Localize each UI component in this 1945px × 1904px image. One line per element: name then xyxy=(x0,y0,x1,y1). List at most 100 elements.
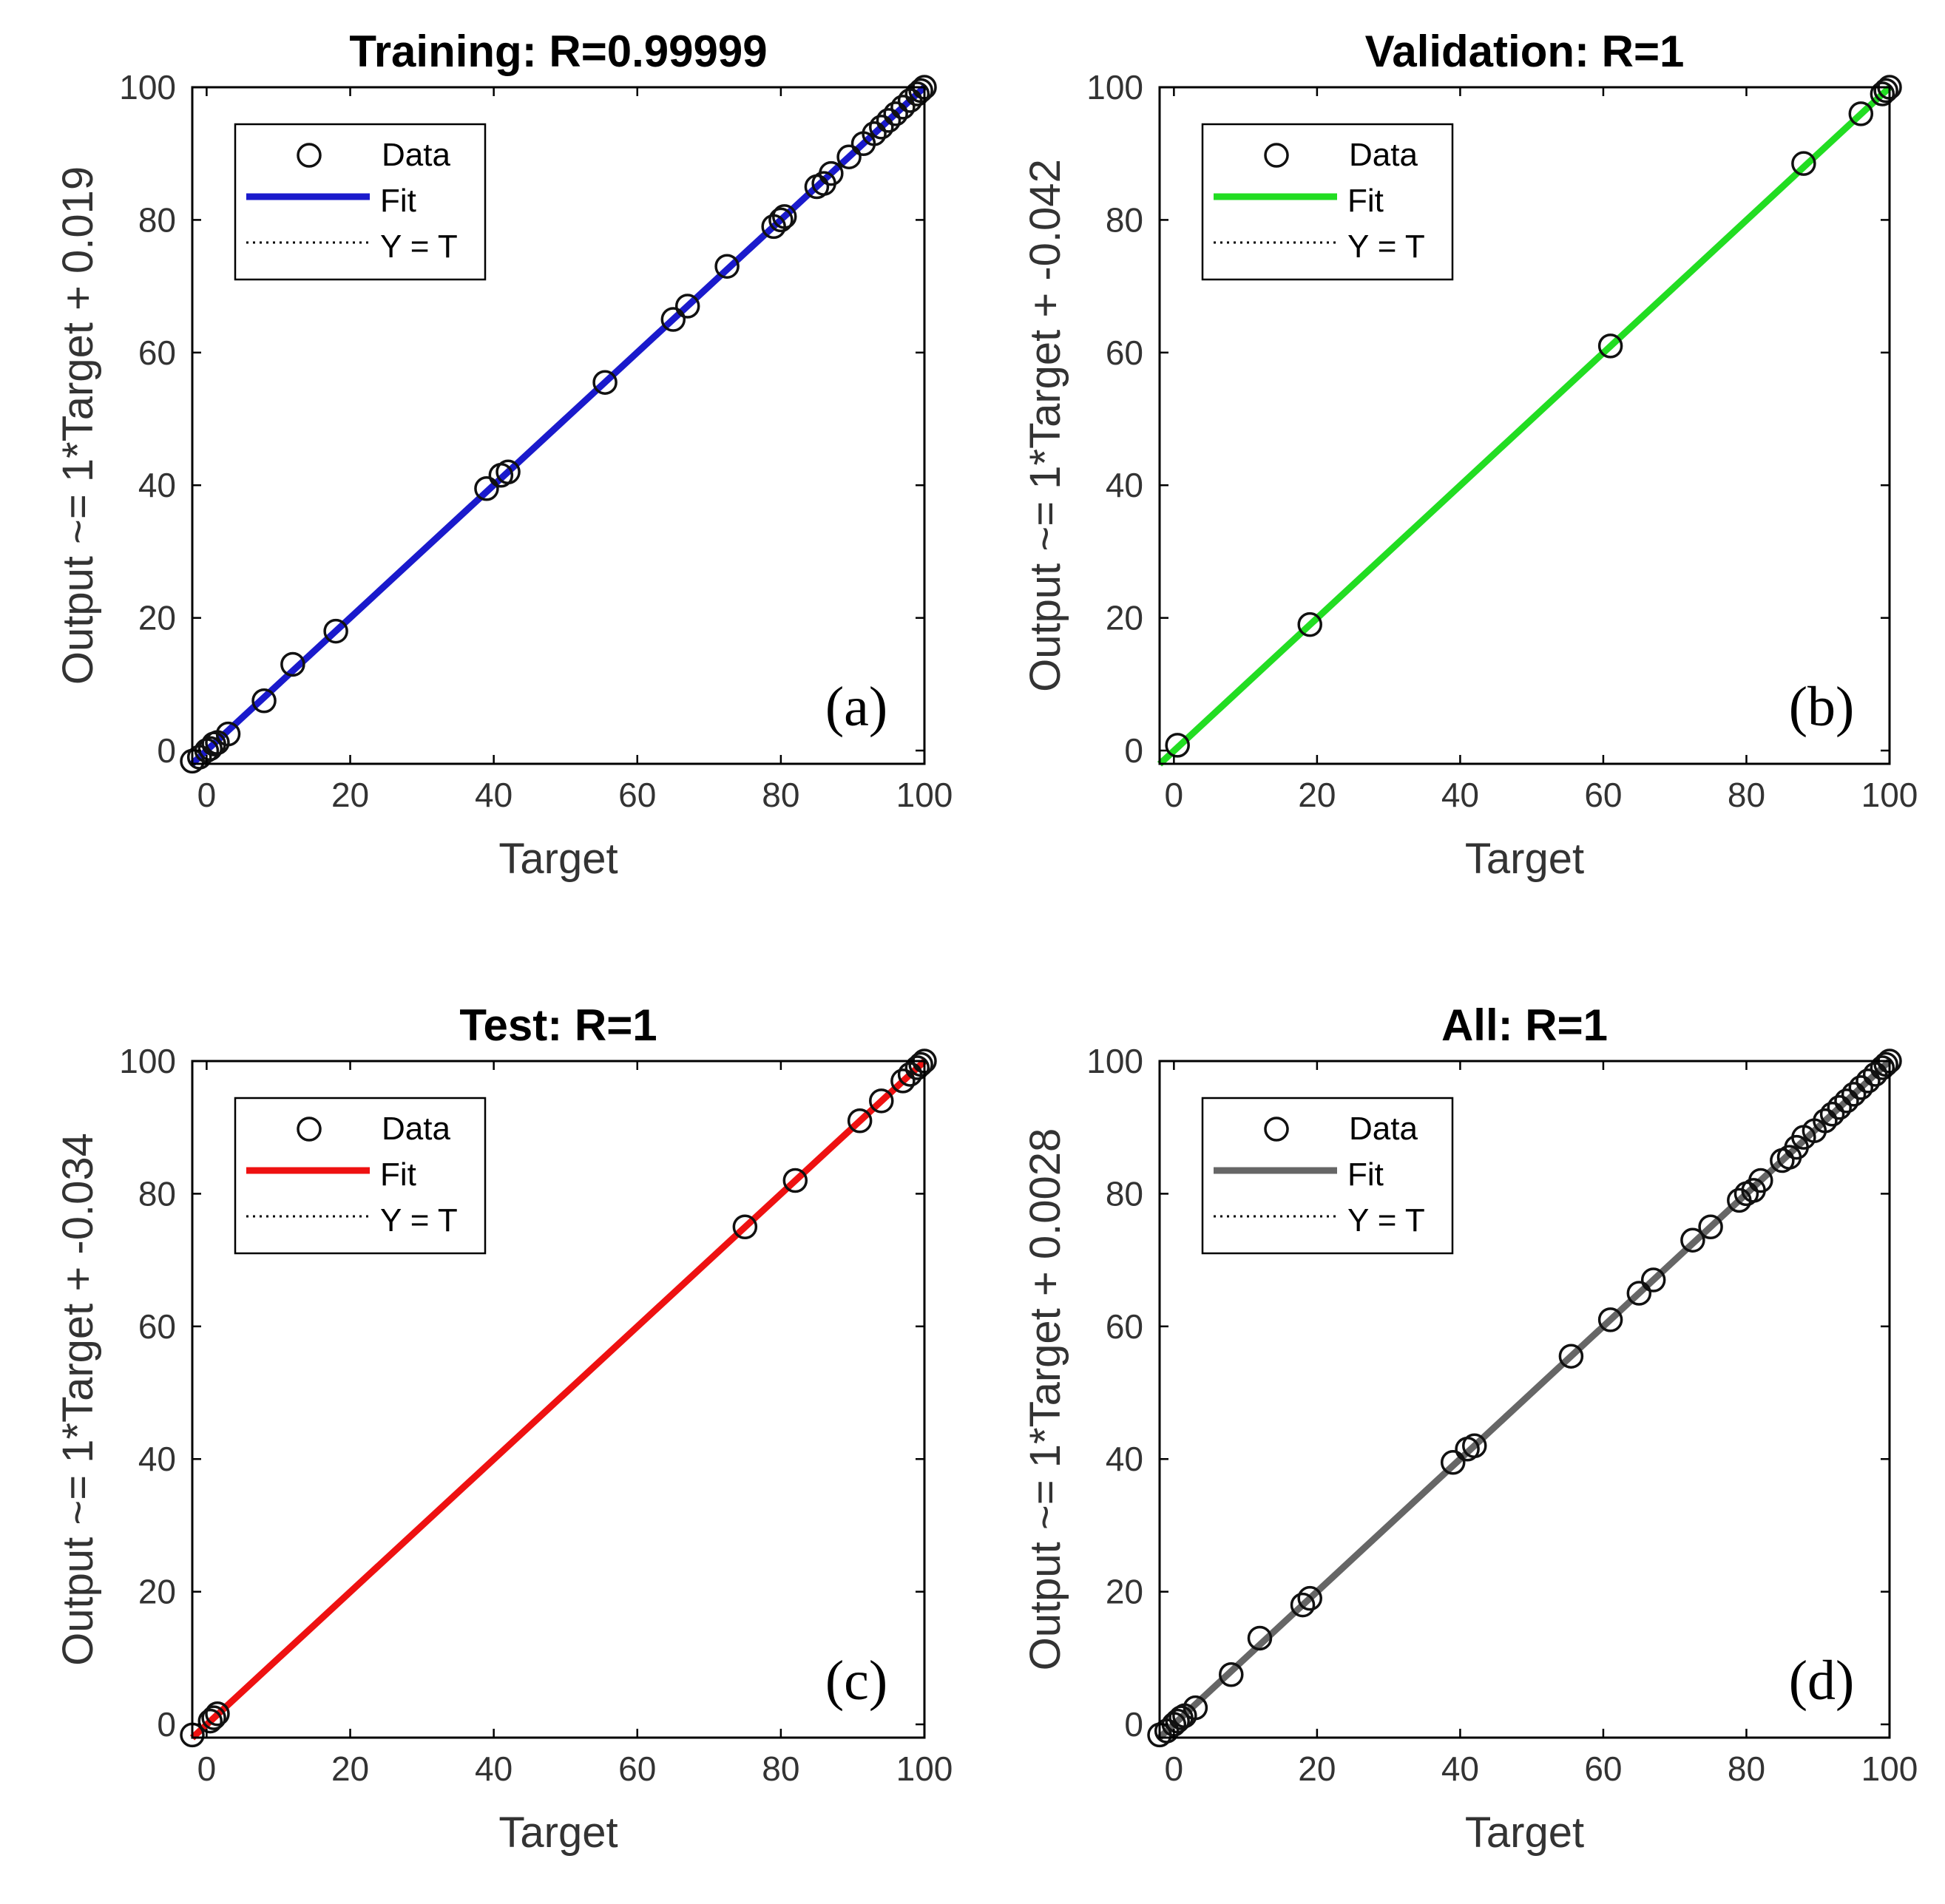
x-tick-label: 80 xyxy=(762,1749,799,1788)
x-tick-label: 40 xyxy=(475,1749,513,1788)
y-tick-label: 0 xyxy=(157,731,176,770)
data-point xyxy=(474,475,499,501)
legend-box xyxy=(234,123,487,281)
legend-entry: Y = T xyxy=(1347,1202,1425,1239)
y-tick-label: 100 xyxy=(119,1042,176,1080)
x-tick-label: 40 xyxy=(475,776,513,814)
y-axis-label: Output ~= 1*Target + 0.019 xyxy=(54,166,102,685)
y-tick-label: 0 xyxy=(1124,1705,1143,1744)
x-tick-label: 20 xyxy=(331,776,369,814)
legend-entry: Data xyxy=(1349,1111,1418,1147)
data-point xyxy=(1841,1082,1867,1107)
legend-marker-data xyxy=(297,1117,322,1142)
data-point xyxy=(908,1051,933,1077)
fit-line xyxy=(189,84,927,767)
x-tick-label: 20 xyxy=(1298,776,1336,814)
legend-entry: Fit xyxy=(380,183,416,219)
legend-entry: Y = T xyxy=(1347,228,1425,265)
legend-entry: Data xyxy=(1349,137,1418,173)
panel-label: (d) xyxy=(1789,1650,1855,1712)
data-point xyxy=(1247,1625,1273,1651)
x-tick-label: 40 xyxy=(1441,776,1479,814)
x-tick-label: 80 xyxy=(762,776,799,814)
y-tick-label: 100 xyxy=(119,68,176,106)
y-tick-label: 100 xyxy=(1086,68,1143,106)
chart-panel-4: 0 20 40 60 80 100 0 20 40 60 80 100 All: R=1 Target Ou… xyxy=(1021,1000,1918,1857)
data-point xyxy=(1848,101,1874,126)
data-point xyxy=(847,1108,873,1134)
y-tick-label: 20 xyxy=(138,1573,176,1611)
data-point xyxy=(904,81,930,106)
fit-line xyxy=(1157,1058,1892,1741)
data-point xyxy=(323,618,348,644)
data-point xyxy=(674,294,700,319)
data-point xyxy=(1297,1585,1322,1611)
legend-marker-data xyxy=(1264,143,1289,168)
legend: Data Fit Y = T xyxy=(1201,123,1454,281)
y-tick-label: 60 xyxy=(1106,333,1143,372)
data-point xyxy=(1870,81,1895,106)
x-tick-label: 0 xyxy=(197,1749,217,1788)
data-point xyxy=(904,1055,930,1080)
data-point xyxy=(1626,1281,1652,1306)
data-point xyxy=(495,459,521,485)
x-axis-label: Target xyxy=(1465,835,1584,883)
data-point xyxy=(862,121,887,146)
axes-box xyxy=(191,86,926,765)
legend-entry: Y = T xyxy=(380,1202,458,1239)
y-tick-label: 60 xyxy=(138,333,176,372)
x-tick-label: 60 xyxy=(618,776,656,814)
x-tick-label: 100 xyxy=(1861,1749,1918,1788)
y-tick-label: 80 xyxy=(1106,1174,1143,1213)
legend-marker-data xyxy=(1264,1117,1289,1142)
chart-title: All: R=1 xyxy=(1441,1000,1608,1050)
x-axis-label: Target xyxy=(498,835,618,883)
data-point xyxy=(215,721,241,747)
legend-entry: Fit xyxy=(380,1156,416,1193)
data-point xyxy=(660,307,686,332)
data-point xyxy=(1819,1102,1845,1127)
data-point xyxy=(908,78,933,104)
data-point xyxy=(1680,1227,1705,1253)
panel-label: (c) xyxy=(825,1650,887,1712)
y-tick-label: 80 xyxy=(138,200,176,239)
data-point xyxy=(1748,1168,1773,1193)
data-point xyxy=(768,207,794,233)
data-point xyxy=(1297,611,1322,637)
legend-entry: Data xyxy=(382,137,450,173)
data-point xyxy=(1848,1075,1874,1100)
data-point xyxy=(890,1068,916,1094)
data-point xyxy=(1165,1708,1190,1734)
data-point xyxy=(782,1168,808,1193)
data-point xyxy=(771,204,797,229)
data-point xyxy=(1791,151,1816,176)
data-point xyxy=(201,1705,226,1730)
fit-line xyxy=(1157,85,1892,767)
x-tick-label: 60 xyxy=(618,1749,656,1788)
data-point xyxy=(890,95,916,120)
data-point xyxy=(869,115,894,140)
legend-entry: Data xyxy=(382,1111,450,1147)
panel-label: (b) xyxy=(1789,676,1855,738)
legend-box xyxy=(234,1097,487,1255)
y-tick-label: 0 xyxy=(1124,731,1143,770)
data-point xyxy=(1834,1088,1859,1114)
data-point xyxy=(251,688,277,714)
x-tick-label: 100 xyxy=(896,776,953,814)
data-point xyxy=(1640,1267,1666,1293)
data-point xyxy=(1813,1108,1838,1134)
data-point xyxy=(876,108,902,133)
x-tick-label: 60 xyxy=(1584,776,1622,814)
data-point xyxy=(1827,1095,1853,1120)
y-tick-label: 60 xyxy=(138,1307,176,1346)
y-tick-label: 40 xyxy=(138,1440,176,1478)
data-point xyxy=(1165,733,1190,758)
chart-panel-1: 0 20 40 60 80 100 0 20 40 60 80 100 Training: R=0.99… xyxy=(54,27,953,883)
data-point xyxy=(1183,1695,1208,1721)
data-point xyxy=(836,144,862,169)
x-tick-label: 40 xyxy=(1441,1749,1479,1788)
axes-box xyxy=(1158,1060,1891,1739)
data-point xyxy=(592,370,618,395)
y-tick-label: 40 xyxy=(138,466,176,504)
